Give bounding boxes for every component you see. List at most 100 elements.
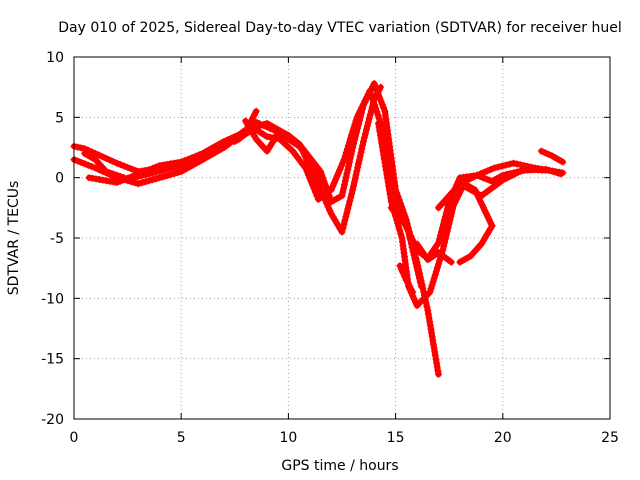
data-point-marker xyxy=(468,187,476,195)
data-point-marker xyxy=(106,177,114,185)
data-point-marker xyxy=(426,318,434,326)
data-point-marker xyxy=(387,198,395,206)
data-point-marker xyxy=(524,162,532,170)
data-point-marker xyxy=(117,161,124,169)
data-point-marker xyxy=(479,237,487,245)
data-point-marker xyxy=(473,171,481,179)
data-point-marker xyxy=(361,130,369,138)
data-point-marker xyxy=(378,143,386,151)
data-point-marker xyxy=(326,206,334,214)
data-point-marker xyxy=(383,170,391,178)
y-tick-label: -20 xyxy=(41,412,64,428)
data-point-marker xyxy=(429,337,437,344)
data-point-marker xyxy=(350,178,358,186)
data-point-marker xyxy=(484,213,492,221)
data-point-marker xyxy=(142,171,149,179)
data-point-marker xyxy=(252,107,260,115)
data-point-marker xyxy=(89,174,96,182)
data-point-marker xyxy=(384,178,392,186)
data-point-marker xyxy=(134,180,142,188)
data-point-marker xyxy=(350,182,357,190)
data-series-arc-l xyxy=(456,222,496,266)
data-point-marker xyxy=(349,186,357,194)
data-point-marker xyxy=(380,155,388,163)
data-point-marker xyxy=(459,178,467,186)
data-point-marker xyxy=(270,126,278,134)
data-point-marker xyxy=(480,204,487,212)
data-point-marker xyxy=(402,276,410,284)
data-point-marker xyxy=(245,123,253,131)
data-point-marker xyxy=(435,239,442,247)
data-point-marker xyxy=(441,235,449,243)
data-point-marker xyxy=(159,173,167,181)
data-point-marker xyxy=(485,228,492,236)
data-point-marker xyxy=(487,166,495,173)
data-point-marker xyxy=(120,162,128,170)
y-tick-label: -10 xyxy=(41,291,64,307)
data-series-arc-k xyxy=(413,240,455,266)
data-point-marker xyxy=(315,176,323,184)
data-point-marker xyxy=(131,173,139,181)
data-point-marker xyxy=(517,161,525,169)
data-point-marker xyxy=(404,225,412,233)
data-point-marker xyxy=(404,279,412,287)
data-point-marker xyxy=(416,275,423,282)
data-point-marker xyxy=(152,175,160,183)
data-point-marker xyxy=(378,100,386,108)
data-point-marker xyxy=(436,257,444,265)
data-point-marker xyxy=(338,192,346,200)
data-point-marker xyxy=(149,176,157,184)
data-point-marker xyxy=(527,163,535,171)
data-point-marker xyxy=(374,119,382,127)
data-point-marker xyxy=(217,139,225,147)
data-point-marker xyxy=(374,90,382,98)
data-point-marker xyxy=(505,173,513,181)
data-point-marker xyxy=(513,160,521,168)
data-point-marker xyxy=(399,269,407,277)
data-point-marker xyxy=(149,169,157,177)
data-point-marker xyxy=(249,114,257,122)
data-point-marker xyxy=(411,255,419,263)
data-point-marker xyxy=(366,111,374,119)
data-point-marker xyxy=(541,166,549,174)
data-point-marker xyxy=(102,154,110,162)
data-point-marker xyxy=(441,213,449,221)
data-point-marker xyxy=(429,340,437,348)
data-point-marker xyxy=(85,174,93,182)
data-point-marker xyxy=(167,164,174,172)
data-point-marker xyxy=(502,161,510,169)
data-point-marker xyxy=(357,149,365,157)
data-point-marker xyxy=(77,158,85,166)
data-point-marker xyxy=(514,168,522,176)
data-point-marker xyxy=(88,163,96,171)
x-tick-label: 5 xyxy=(177,430,186,446)
data-point-marker xyxy=(358,103,366,111)
data-point-marker xyxy=(382,163,389,170)
data-point-marker xyxy=(407,232,415,240)
data-point-marker xyxy=(346,197,354,205)
data-point-marker xyxy=(439,220,447,228)
data-point-marker xyxy=(167,171,174,179)
data-point-marker xyxy=(416,278,424,286)
data-series-arc-b xyxy=(70,107,260,188)
data-point-marker xyxy=(363,122,371,130)
data-point-marker xyxy=(91,164,99,172)
data-point-marker xyxy=(408,236,416,244)
data-point-marker xyxy=(306,154,314,162)
data-point-marker xyxy=(456,189,464,197)
data-point-marker xyxy=(430,344,438,352)
data-point-marker xyxy=(211,143,219,151)
data-point-marker xyxy=(379,147,387,155)
data-point-marker xyxy=(498,162,506,170)
data-point-marker xyxy=(486,225,494,233)
data-point-marker xyxy=(502,175,510,182)
data-point-marker xyxy=(433,264,441,272)
data-point-marker xyxy=(386,190,394,198)
data-point-marker xyxy=(77,144,85,152)
data-point-marker xyxy=(170,164,178,171)
data-point-marker xyxy=(555,168,563,176)
data-point-marker xyxy=(372,83,379,91)
data-point-marker xyxy=(313,192,321,200)
data-point-marker xyxy=(398,265,405,273)
data-series-arc-i xyxy=(396,262,417,296)
